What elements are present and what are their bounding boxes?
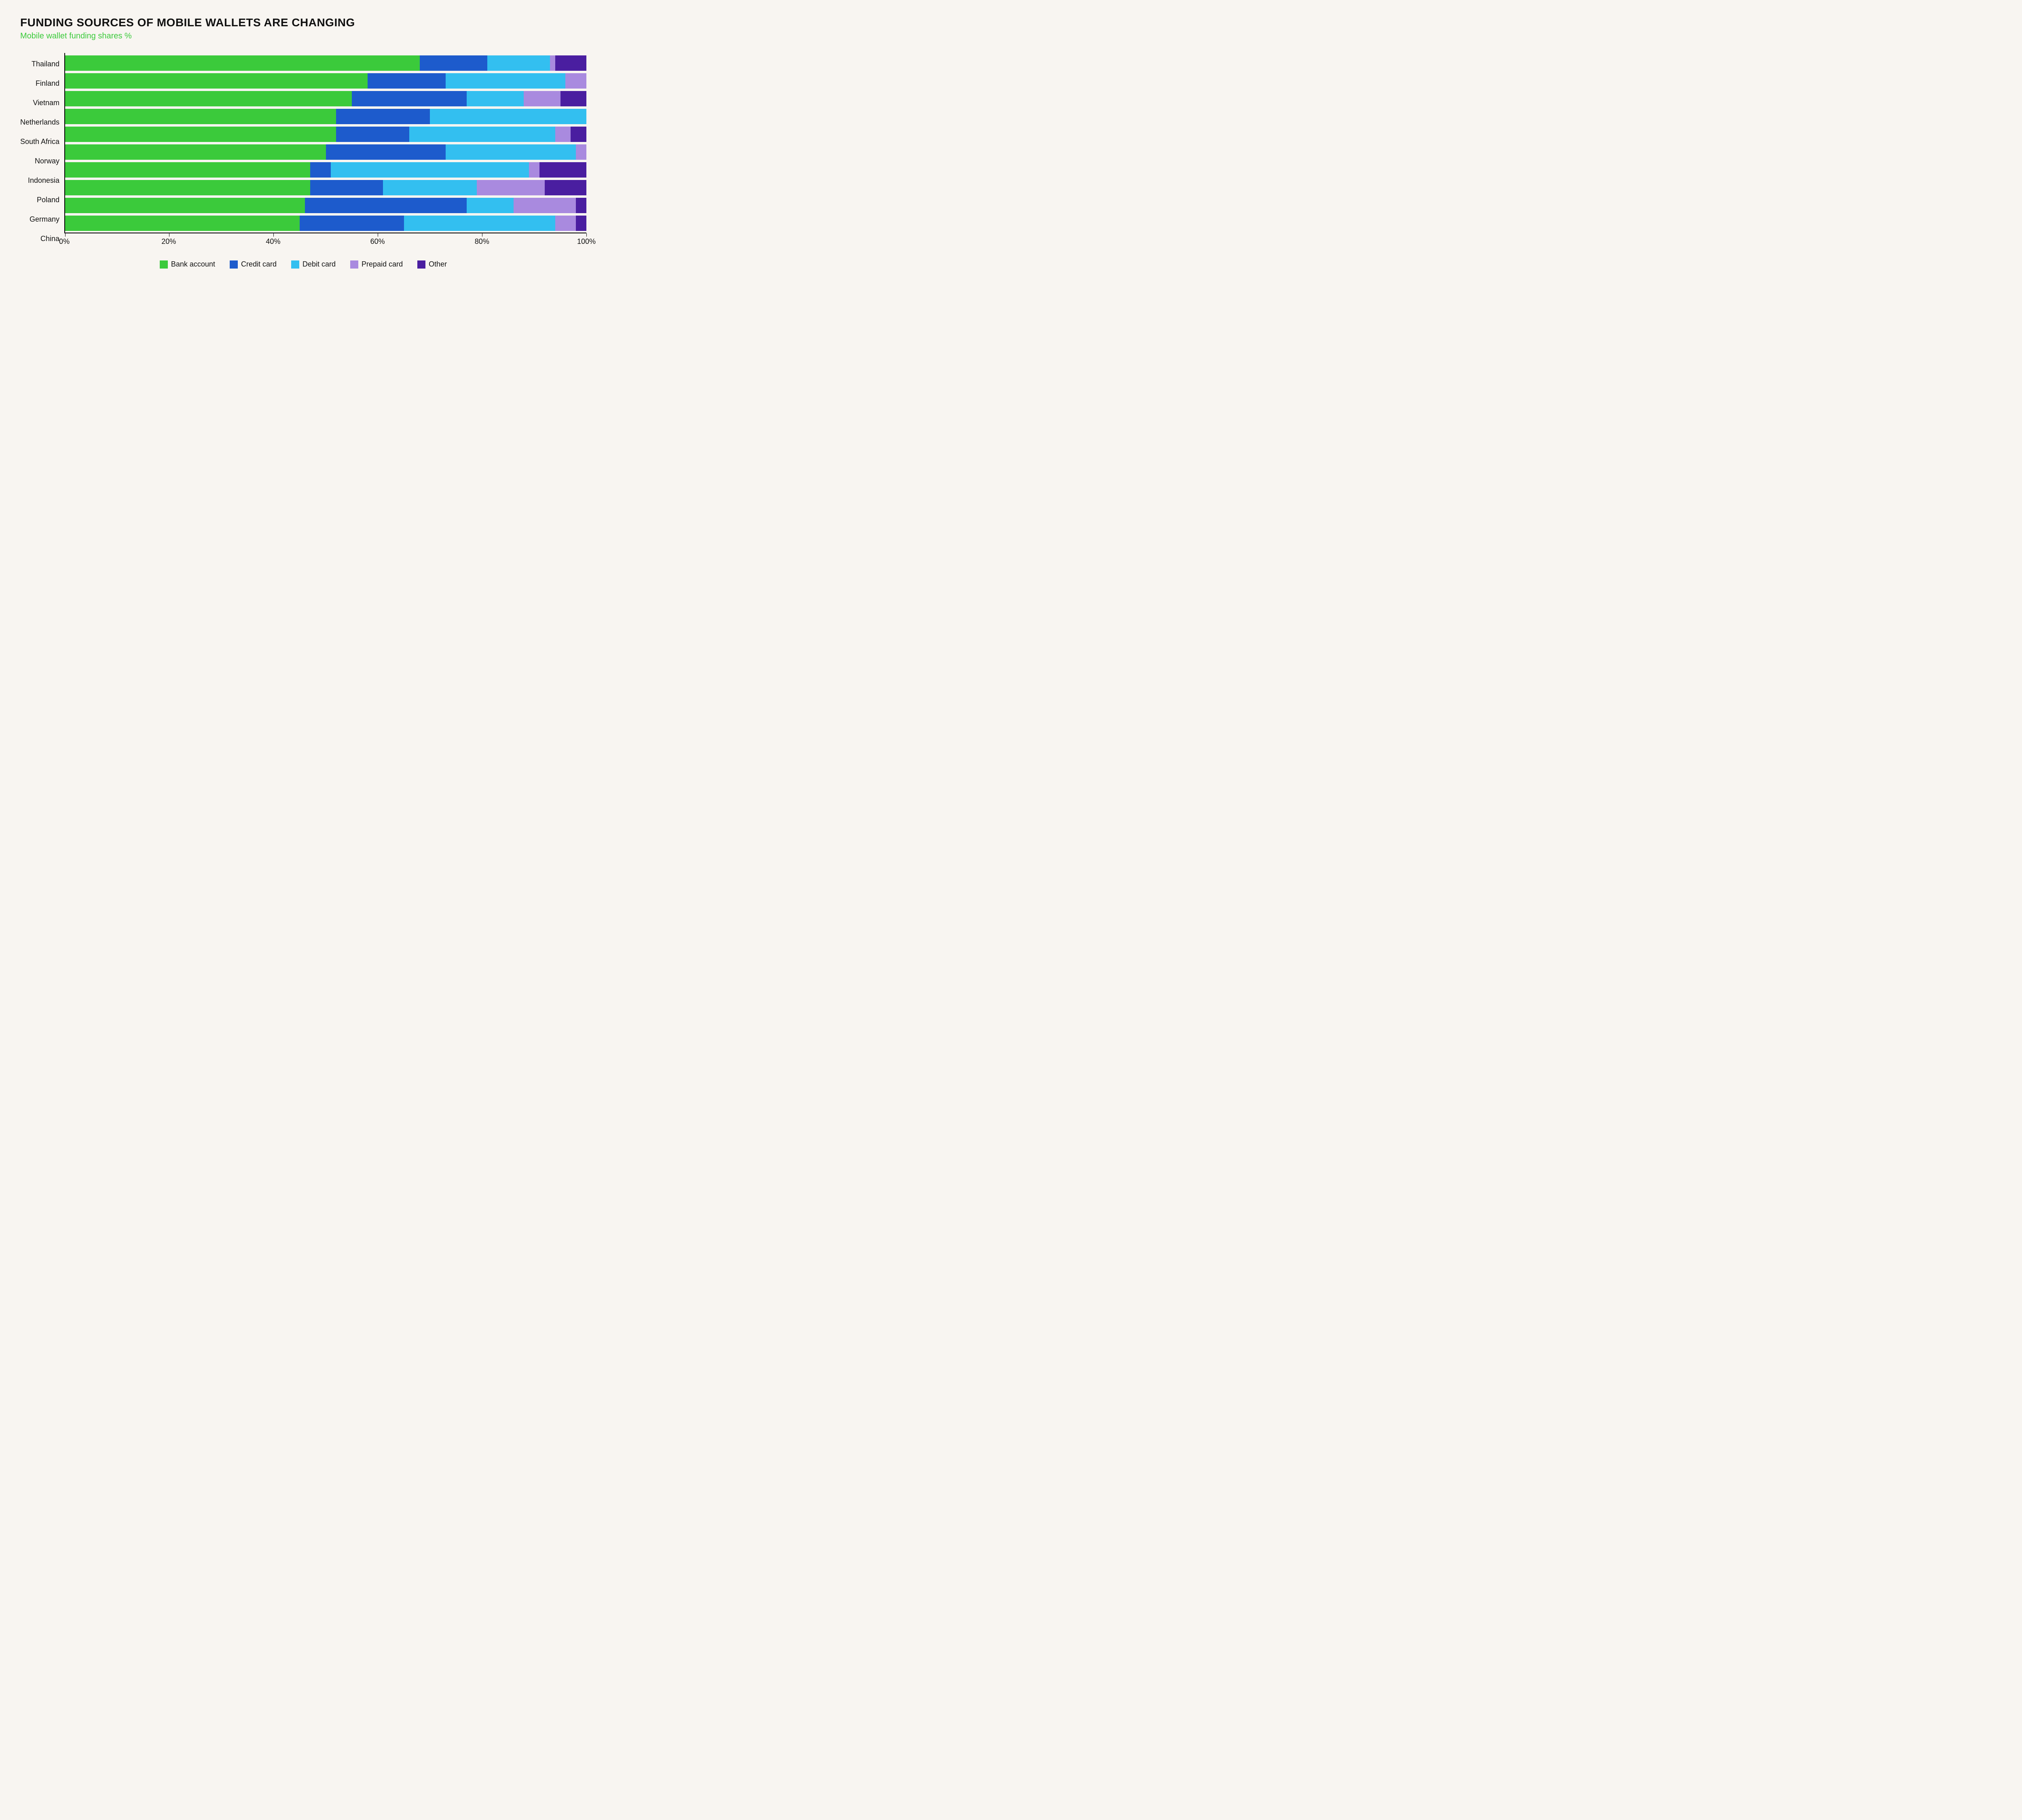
bar-segment-prepaid-card [565,73,586,89]
bar-row [65,91,586,106]
legend-item-bank-account: Bank account [160,260,215,269]
bar-segment-credit-card [368,73,446,89]
bar-segment-bank-account [65,91,352,106]
bar-segment-bank-account [65,109,336,124]
bar-segment-bank-account [65,198,305,213]
bar-segment-credit-card [326,144,446,160]
x-axis-label: 100% [577,237,596,246]
bar-segment-other [560,91,586,106]
bar-segment-debit-card [446,144,576,160]
y-axis-label: South Africa [20,134,59,149]
bar-segment-debit-card [404,216,555,231]
y-axis-label: Finland [20,76,59,91]
x-axis-tick [586,233,587,237]
bar-segment-prepaid-card [576,144,586,160]
bar-segment-bank-account [65,180,310,195]
bar-segment-prepaid-card [555,127,571,142]
bar-segment-prepaid-card [477,180,545,195]
bar-segment-prepaid-card [550,55,555,71]
legend-swatch [230,260,238,269]
legend-label: Credit card [241,260,277,269]
y-axis-label: Norway [20,153,59,169]
bar-segment-credit-card [310,162,331,178]
bar-segment-debit-card [487,55,550,71]
x-axis-label: 0% [59,237,70,246]
bar-segment-other [555,55,586,71]
bar-segment-other [576,216,586,231]
legend-label: Prepaid card [362,260,403,269]
bar-segment-prepaid-card [529,162,539,178]
chart-subtitle: Mobile wallet funding shares % [20,32,2002,41]
legend-item-prepaid-card: Prepaid card [350,260,403,269]
bar-segment-credit-card [310,180,383,195]
legend-swatch [291,260,299,269]
bars-and-axis: 0%20%40%60%80%100% [64,53,586,250]
bar-segment-debit-card [446,73,565,89]
y-axis-label: Netherlands [20,114,59,130]
bar-segment-bank-account [65,162,310,178]
x-axis-label: 80% [475,237,489,246]
bar-row [65,198,586,213]
y-axis-labels: Thailand Finland Vietnam Netherlands South A… [20,53,64,250]
bar-segment-bank-account [65,216,300,231]
bar-segment-credit-card [420,55,488,71]
y-axis-label: Vietnam [20,95,59,110]
chart-area: Thailand Finland Vietnam Netherlands South A… [20,53,586,269]
bar-segment-debit-card [331,162,529,178]
legend-item-other: Other [417,260,447,269]
bar-row [65,216,586,231]
bar-row [65,55,586,71]
y-axis-label: Germany [20,212,59,227]
chart-title: FUNDING SOURCES OF MOBILE WALLETS ARE CH… [20,16,2002,29]
legend-label: Debit card [302,260,336,269]
bar-segment-other [539,162,586,178]
bars-container [64,53,586,233]
x-axis-label: 20% [161,237,176,246]
legend-swatch [160,260,168,269]
bar-segment-prepaid-card [524,91,560,106]
bar-row [65,144,586,160]
bar-segment-credit-card [336,109,430,124]
bar-segment-bank-account [65,73,368,89]
legend-swatch [350,260,358,269]
bar-segment-prepaid-card [514,198,576,213]
y-axis-label: Thailand [20,56,59,72]
bar-row [65,73,586,89]
legend-swatch [417,260,425,269]
bar-segment-debit-card [467,198,514,213]
legend-item-debit-card: Debit card [291,260,336,269]
bar-segment-bank-account [65,55,419,71]
x-axis-label: 60% [370,237,385,246]
bar-segment-other [545,180,586,195]
legend-label: Other [429,260,447,269]
bar-segment-other [571,127,586,142]
bar-segment-debit-card [383,180,477,195]
legend-item-credit-card: Credit card [230,260,277,269]
bar-segment-bank-account [65,127,336,142]
y-axis-label: Indonesia [20,173,59,188]
bar-segment-credit-card [305,198,467,213]
y-axis-label: Poland [20,192,59,207]
bar-row [65,109,586,124]
x-axis-tick [273,233,274,237]
bar-row [65,180,586,195]
x-axis-labels: 0%20%40%60%80%100% [64,237,586,250]
bar-row [65,162,586,178]
y-axis-label: China [20,231,59,246]
plot: Thailand Finland Vietnam Netherlands South A… [20,53,586,250]
bar-segment-bank-account [65,144,326,160]
bar-segment-credit-card [336,127,409,142]
bar-segment-debit-card [409,127,555,142]
legend: Bank account Credit card Debit card Prepaid… [20,260,586,269]
x-axis-tick [65,233,66,237]
bar-segment-debit-card [430,109,586,124]
bar-segment-credit-card [352,91,467,106]
legend-label: Bank account [171,260,215,269]
bar-segment-debit-card [467,91,524,106]
bar-segment-credit-card [300,216,404,231]
bar-segment-other [576,198,586,213]
x-axis-label: 40% [266,237,280,246]
bar-segment-prepaid-card [555,216,576,231]
bar-row [65,127,586,142]
